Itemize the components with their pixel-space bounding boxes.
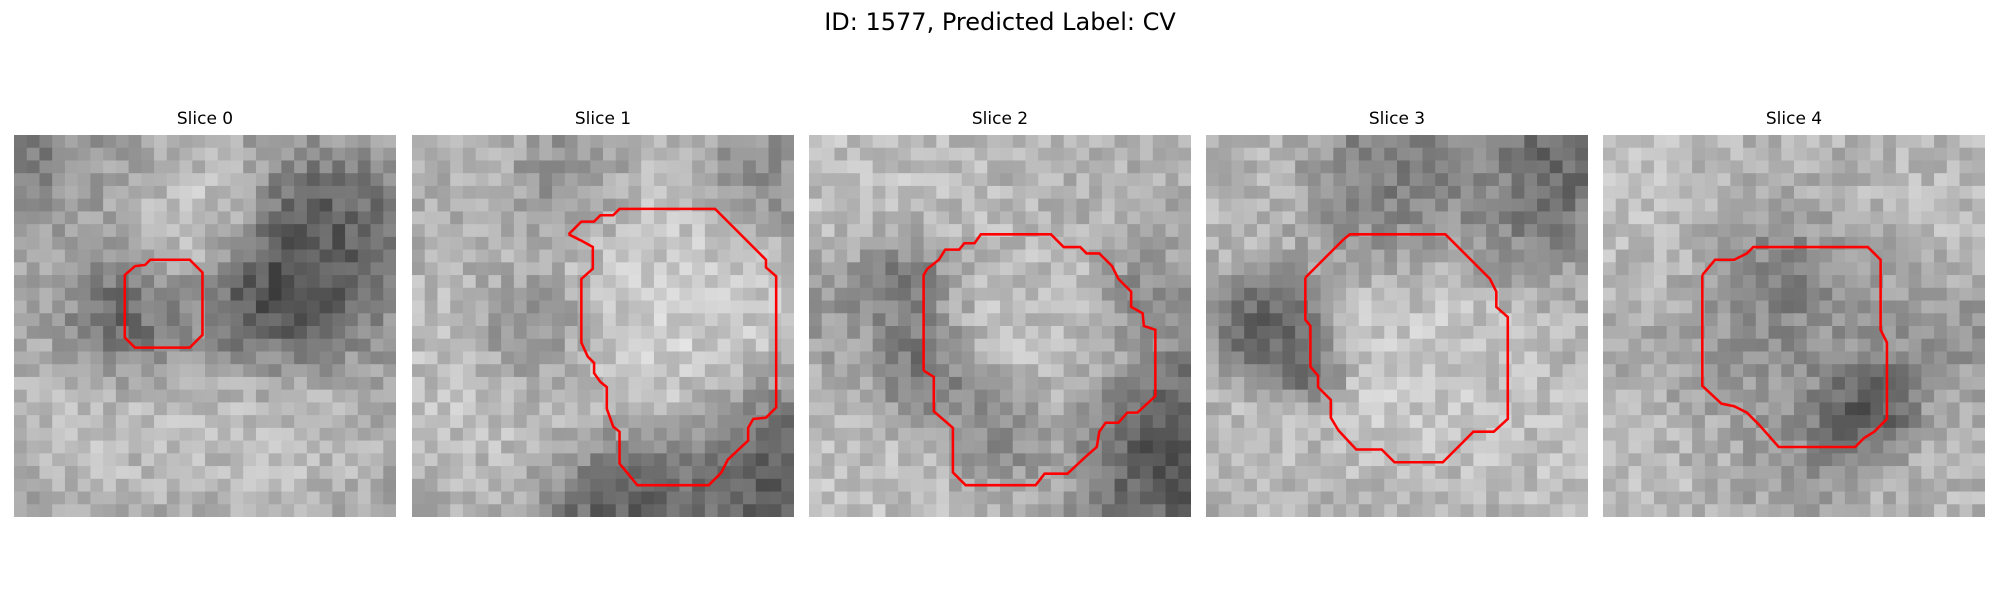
slice-title: Slice 1 <box>574 109 632 129</box>
segmentation-contour <box>567 207 778 487</box>
slice-image <box>14 135 396 517</box>
slice-title: Slice 2 <box>971 109 1029 129</box>
slice-pixels <box>412 135 794 517</box>
slice-pixels <box>809 135 1191 517</box>
slice-image <box>1603 135 1985 517</box>
slice-title: Slice 0 <box>176 109 234 129</box>
slice-pixels <box>1603 135 1985 517</box>
slice-image <box>1206 135 1588 517</box>
slice-pixels <box>14 135 396 517</box>
segmentation-contour <box>922 233 1157 487</box>
slice-pixels <box>1206 135 1588 517</box>
slice-title: Slice 4 <box>1765 109 1823 129</box>
slice-image <box>809 135 1191 517</box>
slice-image <box>412 135 794 517</box>
figure-title: ID: 1577, Predicted Label: CV <box>824 8 1176 36</box>
segmentation-contour <box>1701 245 1889 449</box>
segmentation-contour <box>1304 233 1510 464</box>
segmentation-contour <box>123 258 204 349</box>
slice-title: Slice 3 <box>1368 109 1426 129</box>
